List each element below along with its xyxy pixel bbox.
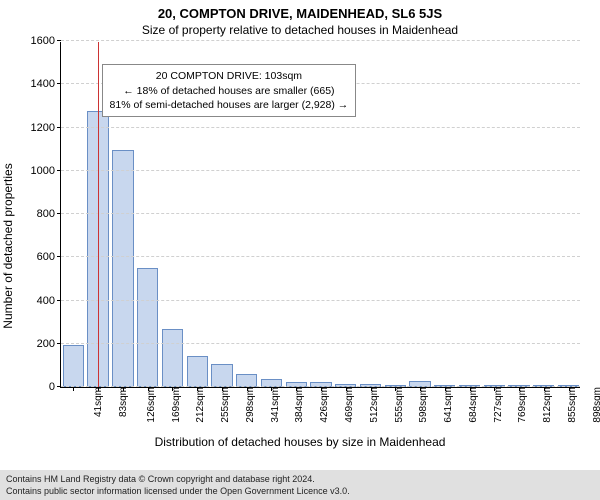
- ytick-label: 1400: [31, 78, 61, 90]
- footer: Contains HM Land Registry data © Crown c…: [0, 470, 600, 500]
- xtick-mark: [271, 387, 272, 391]
- xtick-label: 769sqm: [517, 387, 528, 423]
- xtick-mark: [519, 387, 520, 391]
- bar: [162, 329, 183, 387]
- xtick-label: 512sqm: [369, 387, 380, 423]
- xtick-label: 469sqm: [344, 387, 355, 423]
- xtick-mark: [247, 387, 248, 391]
- xtick-mark: [98, 387, 99, 391]
- xtick-mark: [148, 387, 149, 391]
- gridline: [61, 40, 580, 41]
- xtick-mark: [544, 387, 545, 391]
- xtick-label: 384sqm: [294, 387, 305, 423]
- x-axis-label: Distribution of detached houses by size …: [155, 435, 446, 449]
- property-marker-line: [98, 42, 99, 387]
- xtick-mark: [73, 387, 74, 391]
- ytick-label: 0: [49, 381, 61, 393]
- xtick-label: 812sqm: [542, 387, 553, 423]
- xtick-mark: [445, 387, 446, 391]
- chart-container: Number of detached properties 0200400600…: [0, 38, 600, 453]
- annotation-line: ← 18% of detached houses are smaller (66…: [110, 84, 349, 98]
- ytick-label: 600: [37, 251, 61, 263]
- xtick-label: 41sqm: [93, 387, 104, 417]
- xtick-mark: [123, 387, 124, 391]
- gridline: [61, 213, 580, 214]
- xtick-label: 126sqm: [146, 387, 157, 423]
- xtick-label: 212sqm: [195, 387, 206, 423]
- xtick-mark: [296, 387, 297, 391]
- gridline: [61, 170, 580, 171]
- ytick-label: 200: [37, 338, 61, 350]
- xtick-label: 341sqm: [269, 387, 280, 423]
- bar: [211, 364, 232, 387]
- annotation-line: 20 COMPTON DRIVE: 103sqm: [110, 69, 349, 83]
- ytick-label: 1200: [31, 122, 61, 134]
- xtick-label: 684sqm: [468, 387, 479, 423]
- xtick-mark: [172, 387, 173, 391]
- xtick-label: 83sqm: [118, 387, 129, 417]
- bar: [187, 356, 208, 387]
- xtick-label: 898sqm: [591, 387, 600, 423]
- annotation-box: 20 COMPTON DRIVE: 103sqm← 18% of detache…: [102, 64, 357, 117]
- gridline: [61, 300, 580, 301]
- page-title-subtitle: Size of property relative to detached ho…: [0, 21, 600, 37]
- ytick-label: 1600: [31, 35, 61, 47]
- gridline: [61, 256, 580, 257]
- xtick-mark: [222, 387, 223, 391]
- xtick-mark: [395, 387, 396, 391]
- xtick-mark: [470, 387, 471, 391]
- y-axis-label: Number of detached properties: [1, 163, 15, 328]
- xtick-label: 855sqm: [567, 387, 578, 423]
- xtick-label: 255sqm: [220, 387, 231, 423]
- xtick-label: 555sqm: [393, 387, 404, 423]
- ytick-label: 1000: [31, 165, 61, 177]
- footer-line-2: Contains public sector information licen…: [6, 485, 594, 497]
- xtick-mark: [321, 387, 322, 391]
- xtick-mark: [371, 387, 372, 391]
- ytick-label: 400: [37, 295, 61, 307]
- footer-line-1: Contains HM Land Registry data © Crown c…: [6, 473, 594, 485]
- xtick-mark: [494, 387, 495, 391]
- xtick-label: 426sqm: [319, 387, 330, 423]
- xtick-label: 641sqm: [443, 387, 454, 423]
- annotation-line: 81% of semi-detached houses are larger (…: [110, 98, 349, 112]
- xtick-label: 727sqm: [492, 387, 503, 423]
- xtick-label: 298sqm: [245, 387, 256, 423]
- bar: [63, 345, 84, 387]
- plot-area: 0200400600800100012001400160041sqm83sqm1…: [60, 42, 580, 388]
- bar: [112, 150, 133, 387]
- gridline: [61, 127, 580, 128]
- xtick-mark: [420, 387, 421, 391]
- page-title-address: 20, COMPTON DRIVE, MAIDENHEAD, SL6 5JS: [0, 0, 600, 21]
- xtick-label: 598sqm: [418, 387, 429, 423]
- xtick-mark: [569, 387, 570, 391]
- xtick-mark: [346, 387, 347, 391]
- ytick-label: 800: [37, 208, 61, 220]
- xtick-mark: [197, 387, 198, 391]
- xtick-label: 169sqm: [170, 387, 181, 423]
- bar: [137, 268, 158, 387]
- gridline: [61, 343, 580, 344]
